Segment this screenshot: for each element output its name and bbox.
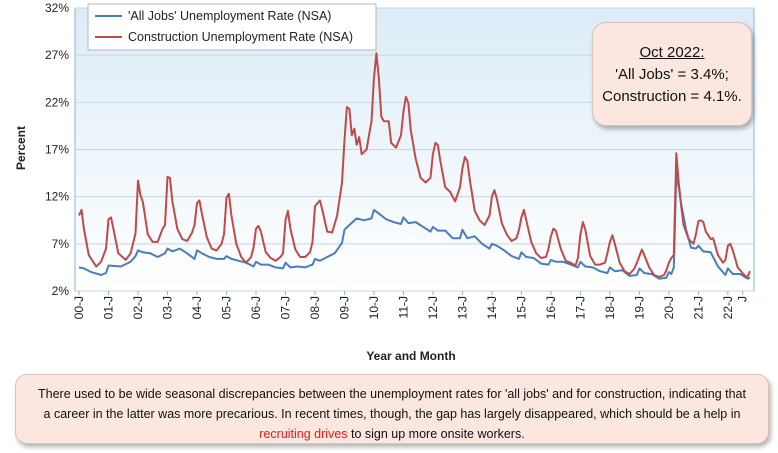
x-tick-label: 18-J	[603, 296, 617, 319]
x-tick-label: 03-J	[160, 296, 174, 319]
x-tick-label: 11-J	[396, 296, 410, 318]
x-tick-label: 09-J	[337, 296, 351, 319]
x-tick-label: 19-J	[632, 296, 646, 319]
callout-construction-value: Construction = 4.1%.	[602, 88, 742, 105]
x-tick-label: 05-J	[219, 296, 233, 319]
caption-text-end: to sign up more onsite workers.	[347, 427, 525, 441]
series-lines	[78, 52, 751, 280]
series-all-jobs-line	[78, 173, 751, 280]
callout-title: Oct 2022:	[639, 44, 705, 61]
legend-label-all-jobs: 'All Jobs' Unemployment Rate (NSA)	[128, 9, 331, 23]
x-tick-label: 21-J	[691, 296, 705, 319]
x-tick-label: 22-J	[721, 296, 735, 319]
y-axis-title: Percent	[14, 126, 28, 170]
x-tick-label: 15-J	[514, 296, 528, 319]
x-tick-label: 00-J	[72, 296, 86, 319]
series-construction-line	[78, 52, 751, 278]
caption-text: There used to be wide seasonal discrepan…	[38, 387, 746, 421]
y-tick-label: 7%	[52, 237, 70, 251]
x-tick-label: 02-J	[131, 296, 145, 319]
y-tick-label: 2%	[52, 284, 70, 298]
caption-box: There used to be wide seasonal discrepan…	[15, 374, 769, 444]
x-tick-label: 10-J	[367, 296, 381, 319]
x-tick-label: 14-J	[485, 296, 499, 319]
x-tick-label: 06-J	[249, 296, 263, 319]
x-tick-label: 12-J	[426, 296, 440, 319]
x-tick-label: 20-J	[662, 296, 676, 319]
x-tick-label: 08-J	[308, 296, 322, 319]
x-axis-title: Year and Month	[366, 349, 455, 363]
legend-box	[87, 3, 377, 51]
x-tick-label: 04-J	[190, 296, 204, 319]
callout-box: Oct 2022: 'All Jobs' = 3.4%; Constructio…	[592, 22, 752, 126]
legend-label-construction: Construction Unemployment Rate (NSA)	[128, 30, 353, 44]
y-tick-label: 27%	[45, 48, 69, 62]
y-tick-label: 32%	[45, 1, 69, 15]
x-axis-ticks: 00-J 01-J 02-J 03-J 04-J 05-J 06-J 07-J 08-J 09-J…	[72, 291, 750, 319]
y-tick-label: 12%	[45, 190, 69, 204]
x-tick-label: 13-J	[455, 296, 469, 319]
x-tick-label: 17-J	[573, 296, 587, 319]
legend: 'All Jobs' Unemployment Rate (NSA) Const…	[87, 3, 377, 51]
y-axis-ticks: 2% 7% 12% 17% 22% 27% 32%	[45, 1, 69, 298]
y-tick-label: 17%	[45, 143, 69, 157]
x-tick-label: J	[736, 296, 750, 302]
x-tick-label: 07-J	[278, 296, 292, 319]
x-tick-label: 16-J	[544, 296, 558, 319]
recruiting-drives-link[interactable]: recruiting drives	[259, 427, 348, 441]
y-tick-label: 22%	[45, 95, 69, 109]
callout-all-jobs-value: 'All Jobs' = 3.4%;	[615, 66, 729, 83]
x-tick-label: 01-J	[101, 296, 115, 319]
